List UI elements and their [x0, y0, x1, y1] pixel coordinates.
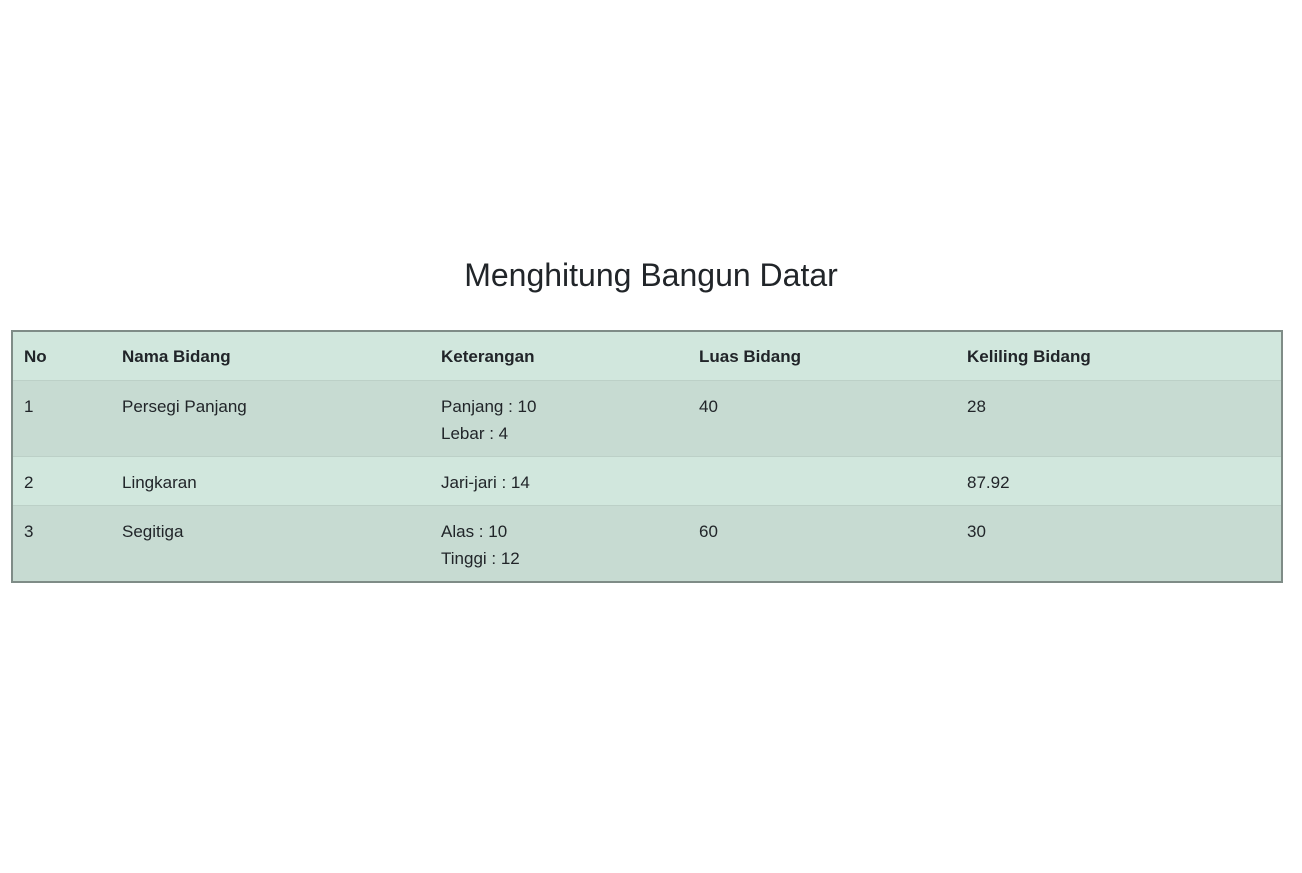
cell-luas-bidang: 40 — [699, 397, 718, 416]
header-nama-bidang: Nama Bidang — [122, 347, 231, 366]
cell-keliling-bidang: 28 — [967, 397, 986, 416]
header-keterangan: Keterangan — [441, 347, 535, 366]
cell-no: 2 — [24, 473, 34, 492]
keterangan-line: Jari-jari : 14 — [441, 473, 530, 492]
shapes-table-container: No Nama Bidang Keterangan Luas Bidang Ke… — [11, 330, 1283, 583]
table-body: 1 Persegi Panjang Panjang : 10 Lebar : 4… — [13, 380, 1281, 582]
page-title: Menghitung Bangun Datar — [464, 257, 838, 293]
cell-keliling-bidang: 30 — [967, 522, 986, 541]
header-row: No Nama Bidang Keterangan Luas Bidang Ke… — [13, 332, 1281, 381]
cell-keliling-bidang: 87.92 — [967, 473, 1010, 492]
cell-nama-bidang: Segitiga — [122, 522, 184, 541]
cell-keterangan: Panjang : 10 Lebar : 4 — [430, 381, 688, 457]
cell-no: 1 — [24, 397, 34, 416]
cell-nama-bidang: Lingkaran — [122, 473, 197, 492]
table-row: 3 Segitiga Alas : 10 Tinggi : 12 60 30 — [13, 505, 1281, 582]
cell-keterangan: Alas : 10 Tinggi : 12 — [430, 506, 688, 582]
shapes-table: No Nama Bidang Keterangan Luas Bidang Ke… — [13, 332, 1281, 581]
cell-nama-bidang: Persegi Panjang — [122, 397, 247, 416]
keterangan-line: Alas : 10 — [441, 522, 508, 541]
keterangan-line: Lebar : 4 — [441, 424, 509, 443]
cell-no: 3 — [24, 522, 34, 541]
header-keliling-bidang: Keliling Bidang — [967, 347, 1091, 366]
table-header: No Nama Bidang Keterangan Luas Bidang Ke… — [13, 332, 1281, 381]
table-row: 2 Lingkaran Jari-jari : 14 87.92 — [13, 456, 1281, 506]
cell-keterangan: Jari-jari : 14 — [430, 457, 688, 506]
cell-luas-bidang: 60 — [699, 522, 718, 541]
keterangan-line: Tinggi : 12 — [441, 549, 520, 568]
cell-luas-bidang — [688, 457, 956, 506]
keterangan-line: Panjang : 10 — [441, 397, 537, 416]
header-luas-bidang: Luas Bidang — [699, 347, 802, 366]
table-row: 1 Persegi Panjang Panjang : 10 Lebar : 4… — [13, 380, 1281, 457]
header-no: No — [24, 347, 47, 366]
